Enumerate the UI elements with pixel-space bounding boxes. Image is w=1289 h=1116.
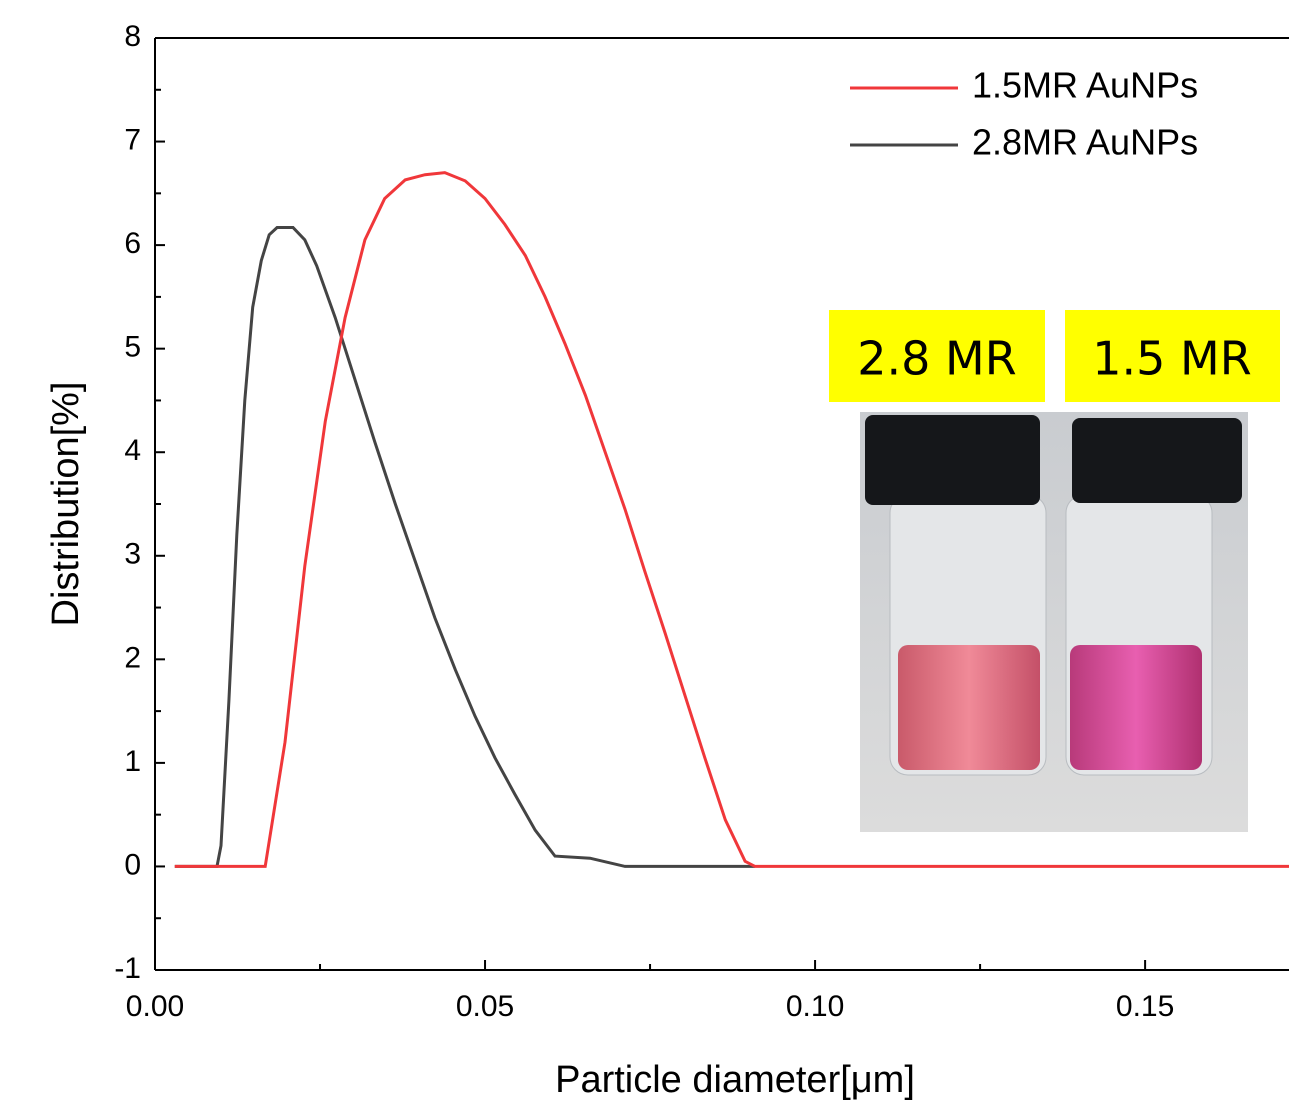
y-tick-label: -1	[114, 952, 141, 985]
y-tick-label: 1	[124, 745, 141, 778]
inset-photo	[829, 310, 1280, 832]
y-tick-label: 6	[124, 227, 141, 260]
y-tick-label: 3	[124, 538, 141, 571]
y-tick-label: 4	[124, 434, 141, 467]
x-tick-label: 0.05	[456, 990, 514, 1023]
x-tick-label: 0.00	[126, 990, 184, 1023]
y-tick-label: 8	[124, 20, 141, 53]
annotation: 2.8 MR	[857, 332, 1016, 386]
y-tick-label: 7	[124, 123, 141, 156]
legend-label: 1.5MR AuNPs	[972, 65, 1198, 106]
y-tick-label: 2	[124, 641, 141, 674]
annotation: 1.5 MR	[1092, 332, 1251, 386]
y-axis-title: Distribution[%]	[45, 382, 87, 627]
data-line	[174, 171, 1289, 868]
x-tick-label: 0.15	[1116, 990, 1174, 1023]
x-tick-label: 0.10	[786, 990, 844, 1023]
data-line	[174, 226, 755, 868]
y-tick-label: 5	[124, 331, 141, 364]
y-tick-label: 0	[124, 848, 141, 881]
legend-label: 2.8MR AuNPs	[972, 122, 1198, 163]
x-axis-title: Particle diameter[μm]	[555, 1059, 915, 1101]
